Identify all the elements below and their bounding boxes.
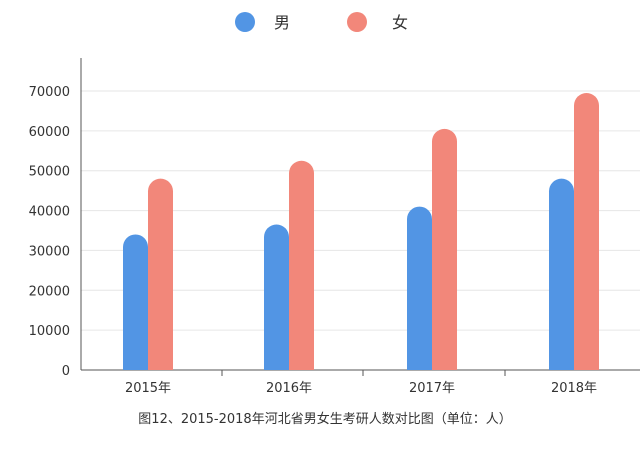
tick-labels: 0 10000 20000 30000 40000 50000 60000 70000 2015…: [29, 85, 597, 396]
bar-female: [432, 128, 457, 370]
chart-caption: 图12、2015-2018年河北省男女生考研人数对比图（单位：人）: [138, 411, 511, 427]
y-tick-label: 70000: [29, 85, 70, 100]
legend-marker: [235, 12, 255, 32]
bar-male: [407, 206, 432, 370]
y-tick-label: 30000: [29, 244, 70, 259]
x-tick-label: 2016年: [266, 381, 312, 396]
x-tick-label: 2017年: [409, 381, 455, 396]
y-tick-label: 20000: [29, 284, 70, 299]
x-tick-label: 2015年: [125, 381, 171, 396]
bar-female: [574, 92, 599, 370]
legend-label: 女: [392, 13, 408, 32]
legend: 男女: [235, 12, 408, 32]
bars: [123, 92, 599, 370]
y-tick-label: 40000: [29, 205, 70, 220]
gridlines: [81, 90, 640, 331]
y-tick-label: 0: [62, 364, 70, 379]
axes: [80, 58, 640, 376]
bar-female: [289, 160, 314, 370]
legend-label: 男: [274, 13, 290, 32]
y-tick-label: 10000: [29, 324, 70, 339]
bar-female: [148, 178, 173, 370]
y-tick-label: 50000: [29, 165, 70, 180]
bar-male: [123, 234, 148, 370]
x-tick-label: 2018年: [551, 381, 597, 396]
y-tick-label: 60000: [29, 125, 70, 140]
legend-marker: [347, 12, 367, 32]
bar-male: [264, 224, 289, 370]
bar-male: [549, 178, 574, 370]
